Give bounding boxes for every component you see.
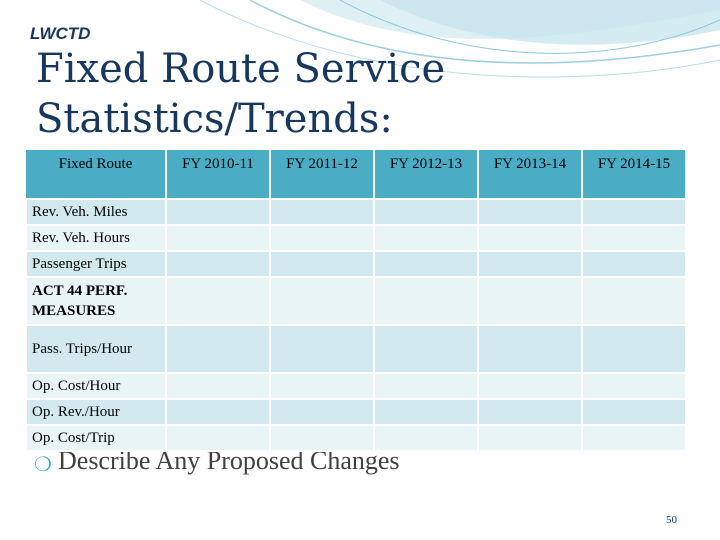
table-row: Rev. Veh. Hours [25,224,687,252]
table-cell [373,424,479,452]
table-cell [165,250,271,278]
table-cell [477,324,583,374]
column-header: Fixed Route [26,150,167,200]
table-cell [581,424,687,452]
decorative-swoosh [199,0,720,78]
row-label: ACT 44 PERF. MEASURES [25,276,167,326]
table-cell [581,198,687,226]
row-label: Rev. Veh. Miles [25,198,167,226]
table-cell [165,324,271,374]
table-cell [581,372,687,400]
table-cell [165,372,271,400]
page-number: 50 [666,514,677,526]
table-cell [165,276,271,326]
table-row: Op. Rev./Hour [25,398,687,426]
row-label: Op. Rev./Hour [25,398,167,426]
table-cell [581,324,687,374]
table-cell [477,398,583,426]
table-cell [477,250,583,278]
table-cell [269,398,375,426]
table-row: Passenger Trips [25,250,687,278]
table-cell [165,424,271,452]
row-label: Passenger Trips [25,250,167,278]
column-header: FY 2014-15 [582,150,687,200]
table-cell [165,198,271,226]
row-label: Op. Cost/Hour [25,372,167,400]
table-cell [165,224,271,252]
table-cell [581,224,687,252]
table-cell [477,224,583,252]
table-cell [269,276,375,326]
table-cell [373,324,479,374]
brand-label: LWCTD [30,24,91,43]
table-cell [373,198,479,226]
table-cell [269,324,375,374]
table-cell [373,224,479,252]
table-cell [477,424,583,452]
column-header: FY 2011-12 [270,150,375,200]
table-cell [269,224,375,252]
table-row: ACT 44 PERF. MEASURES [25,276,687,326]
table-row: Rev. Veh. Miles [25,198,687,226]
table-cell [373,276,479,326]
column-header: FY 2012-13 [374,150,479,200]
table-cell [373,372,479,400]
table-cell [581,398,687,426]
row-label: Pass. Trips/Hour [25,324,167,374]
table-header-row: Fixed Route FY 2010-11 FY 2011-12 FY 201… [26,150,687,200]
table-cell [477,198,583,226]
table-cell [373,398,479,426]
bullet-icon: ❍ [34,452,52,476]
row-label: Op. Cost/Trip [25,424,167,452]
table-cell [269,372,375,400]
statistics-table: Fixed Route FY 2010-11 FY 2011-12 FY 201… [25,150,687,452]
table-row: Op. Cost/Trip [25,424,687,452]
table-cell [581,276,687,326]
table-cell [269,250,375,278]
table-cell [269,424,375,452]
slide-title: Fixed Route Service Statistics/Trends: [36,46,446,142]
row-label: Rev. Veh. Hours [25,224,167,252]
table-cell [269,198,375,226]
table-cell [581,250,687,278]
table-cell [477,372,583,400]
column-header: FY 2010-11 [166,150,271,200]
column-header: FY 2013-14 [478,150,583,200]
table-cell [477,276,583,326]
table-row: Op. Cost/Hour [25,372,687,400]
table-cell [373,250,479,278]
table-cell [165,398,271,426]
table-row: Pass. Trips/Hour [25,324,687,374]
